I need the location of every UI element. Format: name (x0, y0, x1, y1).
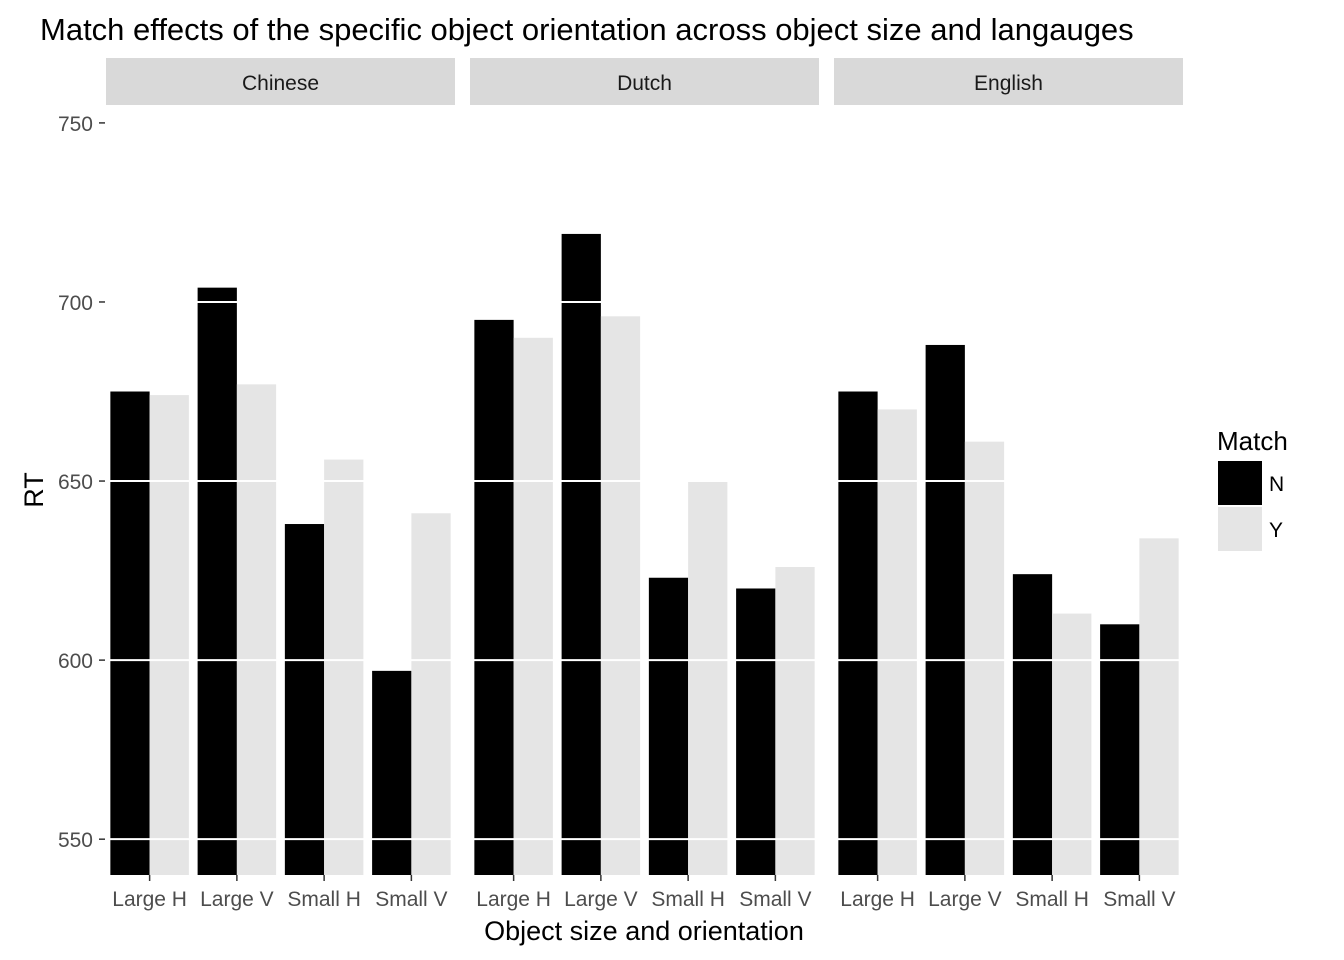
x-tick-label: Small H (1015, 888, 1089, 911)
bar-n-large-v (197, 287, 237, 876)
bar-y-small-h (1052, 613, 1092, 875)
legend-label-n: N (1269, 473, 1284, 496)
legend-key-n (1218, 461, 1262, 505)
facet-strip (834, 58, 1183, 105)
bar-y-small-v (411, 513, 451, 875)
bar-n-small-v (1100, 624, 1140, 875)
x-tick-label: Small H (651, 888, 725, 911)
facet-strip-label: Chinese (242, 72, 319, 95)
facet-strip (106, 58, 455, 105)
legend-key-y (1218, 507, 1262, 551)
x-tick-label: Large H (112, 888, 187, 911)
facet-strip (470, 58, 819, 105)
y-tick-label: 700 (58, 292, 93, 315)
bar-y-large-h (877, 409, 917, 875)
x-tick-label: Large V (564, 888, 638, 911)
bar-y-small-v (775, 567, 815, 875)
bar-y-large-h (149, 395, 189, 875)
y-tick-label: 600 (58, 650, 93, 673)
y-tick-label: 750 (58, 113, 93, 136)
y-tick-label: 550 (58, 829, 93, 852)
facet-panel-chinese: Chinese Large H Large V Small H Small V (106, 58, 455, 911)
bar-y-large-h (513, 337, 553, 875)
facet-strip-label: Dutch (617, 72, 672, 95)
x-tick-label: Small V (1103, 888, 1175, 911)
x-tick-label: Small H (287, 888, 361, 911)
facet-strip-label: English (974, 72, 1043, 95)
bar-y-large-v (600, 316, 641, 875)
bar-y-small-h (324, 459, 364, 875)
x-axis-title: Object size and orientation (484, 916, 804, 946)
bar-n-small-v (372, 670, 412, 875)
x-tick-label: Large H (476, 888, 551, 911)
x-tick-label: Small V (739, 888, 811, 911)
chart-title: Match effects of the specific object ori… (40, 12, 1134, 47)
bar-n-large-v (925, 344, 965, 875)
facet-panel-english: English Large H Large V Small H Small V (834, 58, 1183, 911)
facet-panel-dutch: Dutch Large H Large V Small H Small V (470, 58, 819, 911)
legend-title: Match (1217, 426, 1288, 456)
bar-n-small-h (1012, 574, 1053, 875)
bar-n-small-h (648, 577, 689, 875)
x-tick-label: Large H (840, 888, 915, 911)
legend: Match NY (1217, 426, 1288, 551)
y-tick-label: 650 (58, 471, 93, 494)
bar-n-small-h (284, 524, 325, 875)
bar-y-large-v (236, 384, 277, 875)
bar-y-small-v (1139, 538, 1179, 875)
x-tick-label: Large V (928, 888, 1002, 911)
bar-y-small-h (688, 481, 728, 875)
bar-n-small-v (736, 588, 776, 875)
bar-n-large-h (838, 391, 878, 875)
x-tick-label: Large V (200, 888, 274, 911)
bar-y-large-v (964, 441, 1005, 875)
bar-n-large-h (110, 391, 150, 875)
y-axis-title: RT (19, 472, 49, 508)
y-axis: 550 600 650 700 750 (58, 113, 105, 852)
bar-n-large-v (561, 233, 601, 875)
legend-label-y: Y (1269, 519, 1283, 542)
bar-n-large-h (474, 319, 514, 875)
x-tick-label: Small V (375, 888, 447, 911)
